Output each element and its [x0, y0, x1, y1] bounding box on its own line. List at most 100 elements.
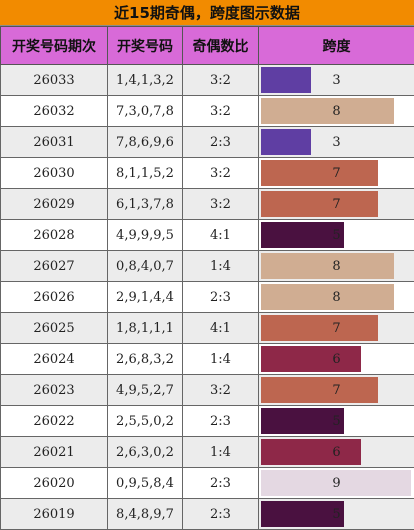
- span-value: 3: [332, 135, 340, 150]
- span-value: 6: [332, 352, 340, 367]
- span-cell: 6: [259, 437, 414, 468]
- parity-cell: 2:3: [183, 406, 259, 437]
- issue-cell: 26030: [1, 158, 108, 189]
- numbers-cell: 7,8,6,9,6: [108, 127, 183, 158]
- span-cell: 9: [259, 468, 414, 499]
- span-cell: 8: [259, 282, 414, 313]
- parity-cell: 3:2: [183, 65, 259, 96]
- issue-cell: 26029: [1, 189, 108, 220]
- numbers-cell: 4,9,5,2,7: [108, 375, 183, 406]
- span-value: 8: [332, 290, 340, 305]
- span-bar: [261, 284, 394, 310]
- issue-cell: 26031: [1, 127, 108, 158]
- issue-cell: 26019: [1, 499, 108, 530]
- span-cell: 5: [259, 220, 414, 251]
- issue-cell: 26028: [1, 220, 108, 251]
- span-value: 8: [332, 259, 340, 274]
- span-value: 5: [332, 414, 340, 429]
- span-value: 3: [332, 73, 340, 88]
- span-value: 5: [332, 507, 340, 522]
- numbers-cell: 8,4,8,9,7: [108, 499, 183, 530]
- issue-cell: 26027: [1, 251, 108, 282]
- issue-cell: 26023: [1, 375, 108, 406]
- issue-cell: 26026: [1, 282, 108, 313]
- parity-cell: 1:4: [183, 251, 259, 282]
- span-value: 6: [332, 445, 340, 460]
- issue-cell: 26024: [1, 344, 108, 375]
- parity-cell: 3:2: [183, 189, 259, 220]
- header-row: 开奖号码期次 开奖号码 奇偶数比 跨度: [1, 27, 414, 65]
- numbers-cell: 1,4,1,3,2: [108, 65, 183, 96]
- span-bar: [261, 191, 378, 217]
- header-span: 跨度: [259, 27, 414, 65]
- parity-cell: 2:3: [183, 127, 259, 158]
- span-cell: 3: [259, 127, 414, 158]
- span-bar: [261, 160, 378, 186]
- issue-cell: 26022: [1, 406, 108, 437]
- span-bar: [261, 346, 361, 372]
- parity-cell: 2:3: [183, 499, 259, 530]
- numbers-cell: 2,6,8,3,2: [108, 344, 183, 375]
- numbers-cell: 6,1,3,7,8: [108, 189, 183, 220]
- span-cell: 6: [259, 344, 414, 375]
- numbers-cell: 1,8,1,1,1: [108, 313, 183, 344]
- span-value: 5: [332, 228, 340, 243]
- numbers-cell: 2,6,3,0,2: [108, 437, 183, 468]
- parity-cell: 3:2: [183, 375, 259, 406]
- span-bar: [261, 439, 361, 465]
- parity-cell: 1:4: [183, 437, 259, 468]
- issue-cell: 26025: [1, 313, 108, 344]
- span-cell: 5: [259, 499, 414, 530]
- numbers-cell: 2,5,5,0,2: [108, 406, 183, 437]
- span-value: 9: [332, 476, 340, 491]
- issue-cell: 26021: [1, 437, 108, 468]
- span-value: 7: [332, 197, 340, 212]
- numbers-cell: 2,9,1,4,4: [108, 282, 183, 313]
- issue-cell: 26032: [1, 96, 108, 127]
- numbers-cell: 4,9,9,9,5: [108, 220, 183, 251]
- span-cell: 7: [259, 375, 414, 406]
- issue-cell: 26020: [1, 468, 108, 499]
- parity-cell: 3:2: [183, 96, 259, 127]
- parity-cell: 1:4: [183, 344, 259, 375]
- span-value: 7: [332, 321, 340, 336]
- numbers-cell: 0,9,5,8,4: [108, 468, 183, 499]
- span-bar: [261, 253, 394, 279]
- numbers-cell: 7,3,0,7,8: [108, 96, 183, 127]
- parity-cell: 4:1: [183, 220, 259, 251]
- span-cell: 3: [259, 65, 414, 96]
- span-cell: 7: [259, 189, 414, 220]
- span-bar: [261, 315, 378, 341]
- numbers-cell: 8,1,1,5,2: [108, 158, 183, 189]
- parity-cell: 3:2: [183, 158, 259, 189]
- page-title: 近15期奇偶，跨度图示数据: [0, 0, 414, 26]
- span-bar: [261, 67, 311, 93]
- numbers-cell: 0,8,4,0,7: [108, 251, 183, 282]
- parity-cell: 2:3: [183, 282, 259, 313]
- span-bar: [261, 377, 378, 403]
- span-value: 7: [332, 383, 340, 398]
- header-issue: 开奖号码期次: [1, 27, 108, 65]
- span-bar: [261, 129, 311, 155]
- parity-cell: 4:1: [183, 313, 259, 344]
- issue-cell: 26033: [1, 65, 108, 96]
- span-cell: 8: [259, 251, 414, 282]
- header-parity: 奇偶数比: [183, 27, 259, 65]
- span-value: 7: [332, 166, 340, 181]
- parity-cell: 2:3: [183, 468, 259, 499]
